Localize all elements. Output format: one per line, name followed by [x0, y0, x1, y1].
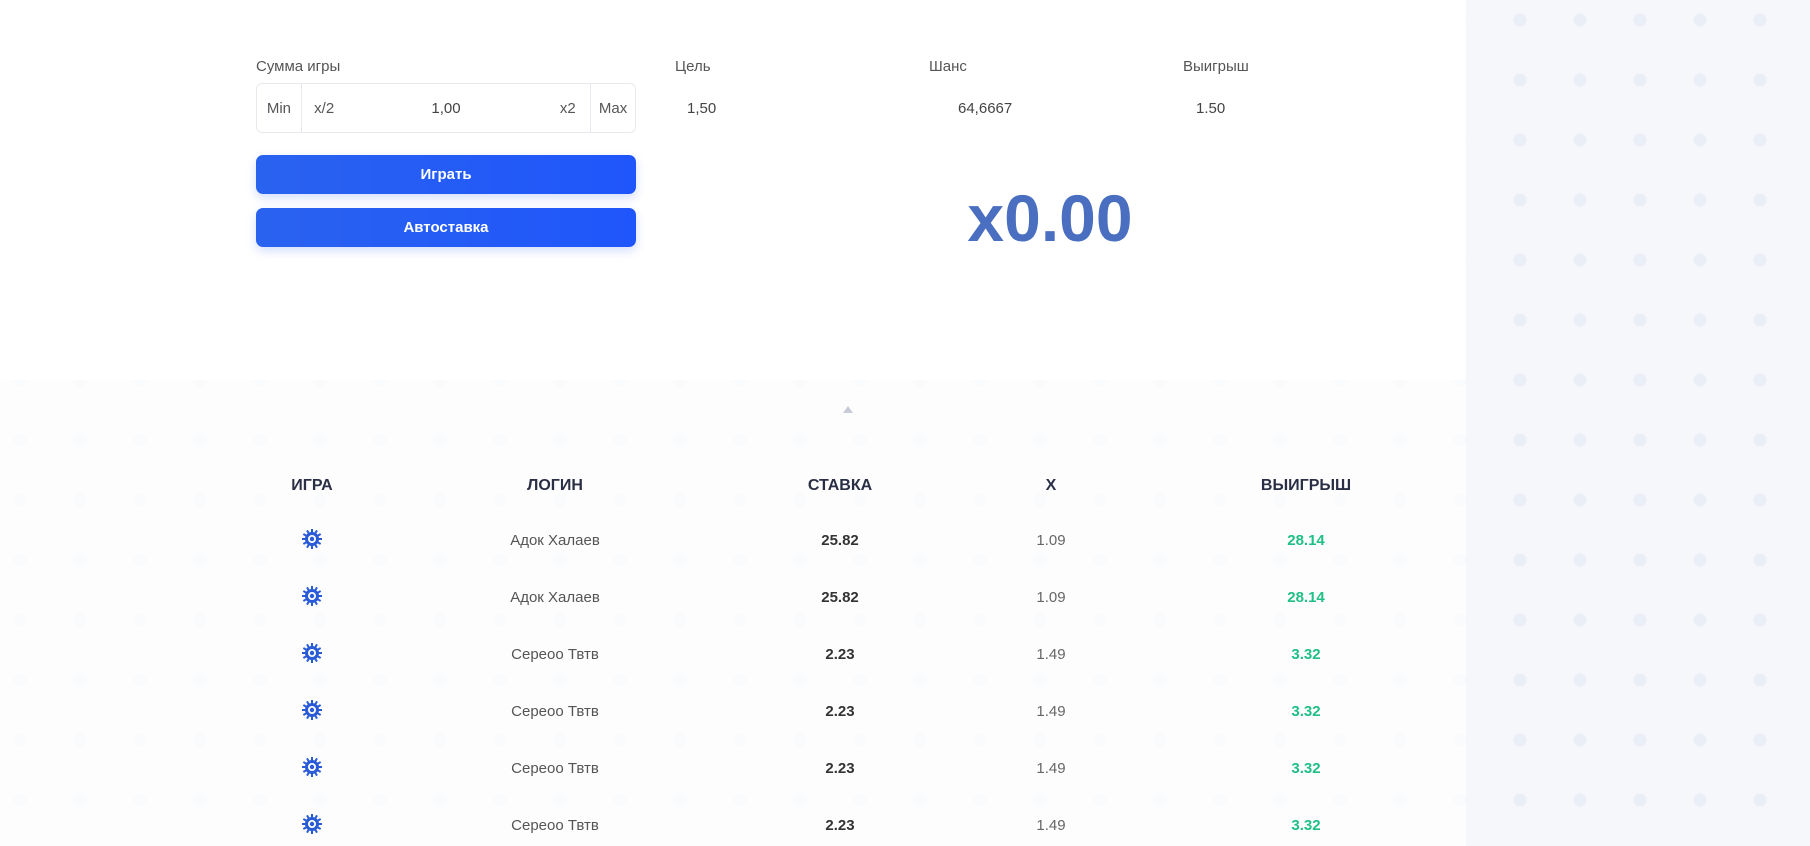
header-stake: СТАВКА [807, 477, 873, 494]
row-stake: 2.23 [825, 760, 855, 777]
play-button[interactable]: Играть [256, 155, 636, 194]
row-login: Сереоо Твтв [511, 760, 599, 777]
row-multiplier: 1.09 [1036, 589, 1066, 606]
gear-icon [301, 813, 323, 840]
row-login: Адок Халаев [510, 532, 600, 549]
row-win: 3.32 [1291, 703, 1321, 720]
header-x: X [1045, 477, 1057, 494]
bet-input[interactable] [346, 84, 546, 132]
header-win: ВЫИГРЫШ [1260, 477, 1352, 494]
gear-icon [301, 528, 323, 555]
row-win: 3.32 [1291, 817, 1321, 834]
row-stake: 2.23 [825, 817, 855, 834]
target-value[interactable]: 1,50 [687, 100, 717, 117]
gear-icon [301, 699, 323, 726]
min-button[interactable]: Min [257, 84, 302, 132]
row-multiplier: 1.49 [1036, 703, 1066, 720]
row-win: 3.32 [1291, 646, 1321, 663]
autobet-button[interactable]: Автоставка [256, 208, 636, 247]
row-login: Сереоо Твтв [511, 703, 599, 720]
row-win: 28.14 [1287, 589, 1325, 606]
row-stake: 25.82 [821, 532, 859, 549]
multiplier-display: x0.00 [967, 181, 1133, 255]
double-button[interactable]: x2 [559, 99, 576, 117]
row-multiplier: 1.49 [1036, 760, 1066, 777]
row-win: 3.32 [1291, 760, 1321, 777]
half-button[interactable]: x/2 [314, 99, 335, 117]
max-button[interactable]: Max [590, 84, 635, 132]
payout-value: 1.50 [1196, 100, 1226, 117]
history-panel [0, 380, 1466, 846]
payout-label: Выигрыш [1183, 58, 1249, 75]
row-login: Сереоо Твтв [511, 646, 599, 663]
row-stake: 2.23 [825, 703, 855, 720]
row-multiplier: 1.49 [1036, 817, 1066, 834]
row-login: Адок Халаев [510, 589, 600, 606]
collapse-arrow-icon[interactable] [843, 406, 853, 413]
gear-icon [301, 642, 323, 669]
bet-label: Сумма игры [256, 58, 341, 75]
header-game: ИГРА [291, 477, 333, 494]
bet-input-group: Min x/2 x2 Max [256, 83, 636, 133]
row-win: 28.14 [1287, 532, 1325, 549]
row-stake: 25.82 [821, 589, 859, 606]
row-stake: 2.23 [825, 646, 855, 663]
chance-label: Шанс [929, 58, 967, 75]
gear-icon [301, 756, 323, 783]
row-multiplier: 1.49 [1036, 646, 1066, 663]
row-login: Сереоо Твтв [511, 817, 599, 834]
game-panel [0, 0, 1466, 380]
chance-value[interactable]: 64,6667 [958, 100, 1013, 117]
gear-icon [301, 585, 323, 612]
target-label: Цель [675, 58, 711, 75]
header-login: ЛОГИН [527, 477, 583, 494]
row-multiplier: 1.09 [1036, 532, 1066, 549]
